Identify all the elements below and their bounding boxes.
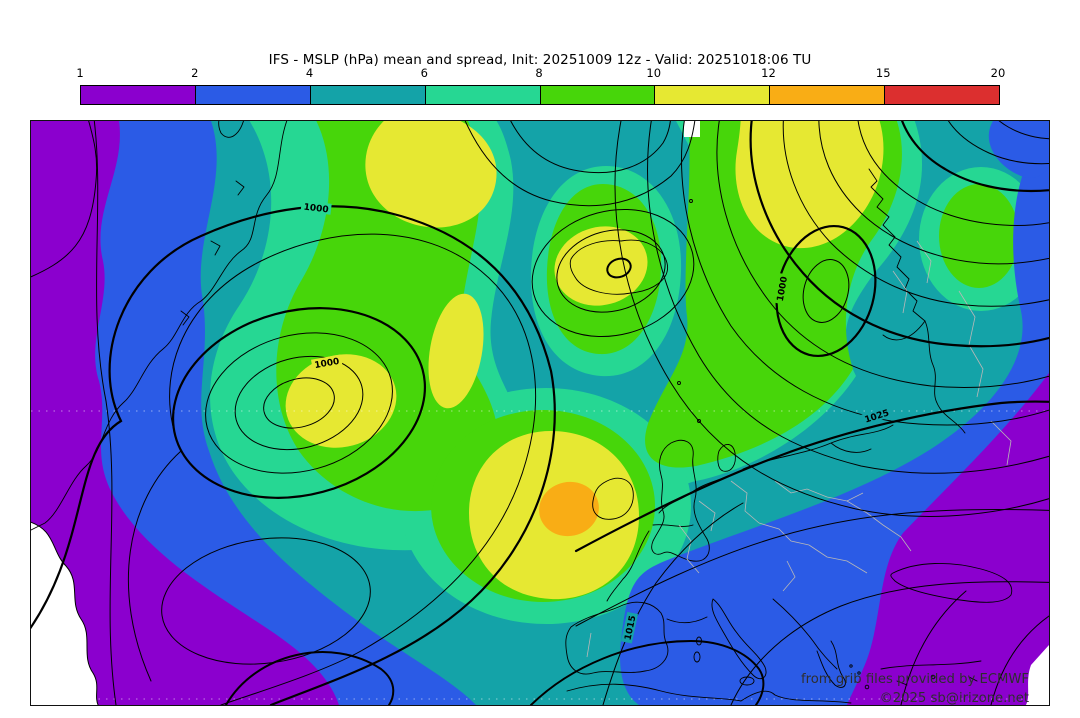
fill-purple-west — [31, 121, 339, 705]
coast-north-africa — [566, 683, 852, 704]
fill-orange-core — [539, 481, 599, 537]
colorbar-segment-4-6 — [309, 86, 425, 104]
colorbar-tick-20: 20 — [990, 66, 1006, 80]
fill-white-se-wedge — [1026, 645, 1049, 705]
coast-cyprus — [930, 674, 936, 680]
coast-iberia — [565, 601, 669, 675]
fill-yellow-iceland — [554, 226, 648, 306]
isobar-labels: 1000 1000 1000 1015 1025 — [300, 200, 893, 644]
fill-yellow-streak — [428, 293, 484, 409]
attribution-line1: from grib files provided by ECMWF — [801, 672, 1029, 687]
fill-white-sw — [31, 521, 99, 705]
coast-ireland — [592, 477, 634, 520]
fill-green-ne-finger — [939, 184, 1019, 288]
fill-yellow-ne — [735, 121, 884, 249]
isobar-label-1000-b: 1000 — [303, 203, 329, 216]
fill-yellow-top-center — [365, 121, 497, 228]
spread-fill-layer — [31, 121, 1049, 705]
colorbar-segment-12-15 — [769, 86, 885, 104]
colorbar-ticks: 1 2 4 6 8 10 12 15 20 — [76, 66, 1005, 81]
coast-iceland — [569, 239, 668, 295]
coast-crete — [864, 684, 870, 690]
colorbar-tick-4: 4 — [305, 66, 314, 80]
coast-greenland — [31, 121, 288, 531]
map-top-notch — [684, 121, 700, 137]
coast-shetland — [697, 419, 701, 423]
coast-aegean-2 — [857, 671, 861, 675]
coast-anatolia — [880, 660, 982, 686]
map-area: 1000 1000 1000 1015 1025 — [30, 120, 1050, 706]
coast-jan-mayen — [689, 199, 693, 203]
isobar-label-1000-a: 1000 — [314, 357, 340, 371]
colorbar-segment-2-4 — [194, 86, 310, 104]
colorbar-tick-6: 6 — [420, 66, 428, 80]
colorbar-segment-15-20 — [884, 86, 999, 104]
colorbar-tick-12: 12 — [761, 66, 776, 80]
coast-black-sea — [890, 563, 1013, 603]
coast-sardinia — [693, 651, 701, 663]
coast-denmark — [717, 444, 736, 472]
colorbar-tick-10: 10 — [646, 66, 662, 80]
colorbar-tick-8: 8 — [535, 66, 543, 80]
colorbar-segment-6-8 — [424, 86, 540, 104]
colorbar-tick-15: 15 — [875, 66, 891, 80]
colorbar-tick-1: 1 — [76, 66, 84, 80]
isobar-label-1000-c: 1000 — [776, 276, 790, 302]
colorbar-segment-8-10 — [539, 86, 655, 104]
coastlines — [31, 121, 1013, 704]
coast-greenland-fjords — [180, 121, 245, 326]
colorbar-segment-1-2 — [81, 86, 195, 104]
colorbar-segment-10-12 — [654, 86, 770, 104]
coast-aegean-1 — [849, 664, 853, 668]
isobar-lines — [31, 121, 1049, 705]
map-attribution: from grib files provided by ECMWF ©2025 … — [801, 672, 1029, 705]
colorbar-tick-2: 2 — [191, 66, 199, 80]
colorbar-segments — [80, 85, 1000, 105]
coast-uk — [651, 439, 710, 562]
attribution-line2: ©2025 sb@irizone.net — [880, 691, 1029, 705]
fill-purple-se — [847, 373, 1049, 705]
coast-faroe — [677, 381, 681, 385]
coast-norway — [868, 168, 966, 434]
coast-adriatic — [772, 598, 846, 688]
chart-title: IFS - MSLP (hPa) mean and spread, Init: … — [268, 52, 812, 68]
fill-yellow-left-low — [285, 354, 397, 448]
map-svg: 1000 1000 1000 1015 1025 — [31, 121, 1049, 705]
